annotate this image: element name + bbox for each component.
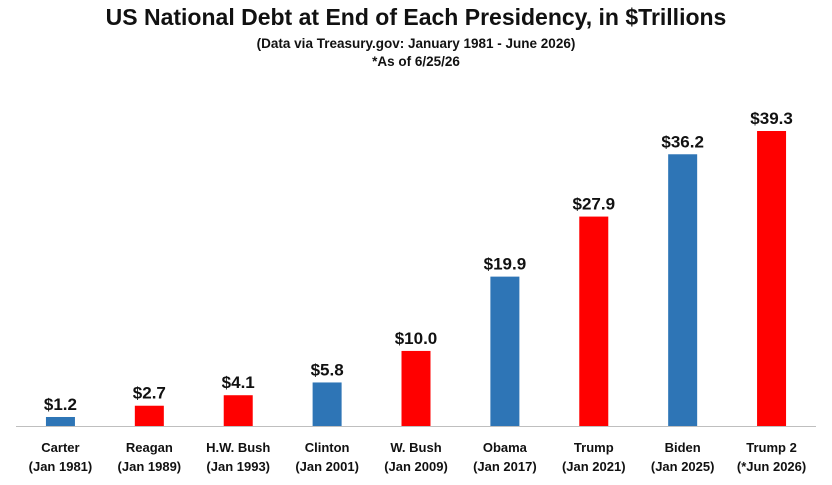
x-tick-date: (Jan 1993) bbox=[206, 459, 270, 474]
bar bbox=[757, 131, 787, 426]
bar bbox=[668, 154, 698, 426]
x-tick-date: (Jan 2009) bbox=[384, 459, 448, 474]
x-tick-label: Clinton bbox=[305, 440, 350, 455]
data-label: $4.1 bbox=[222, 373, 255, 392]
bar bbox=[223, 395, 253, 426]
x-tick-date: (Jan 2017) bbox=[473, 459, 537, 474]
x-tick-label: Obama bbox=[483, 440, 528, 455]
chart-subtitle: (Data via Treasury.gov: January 1981 - J… bbox=[256, 36, 576, 51]
chart-title: US National Debt at End of Each Presiden… bbox=[105, 4, 727, 30]
bar bbox=[45, 416, 75, 426]
x-tick-date: (*Jun 2026) bbox=[737, 459, 806, 474]
bar bbox=[134, 405, 164, 426]
bar bbox=[312, 382, 342, 426]
data-label: $1.2 bbox=[44, 395, 77, 414]
bar bbox=[401, 350, 431, 426]
data-label: $39.3 bbox=[750, 109, 793, 128]
data-label: $10.0 bbox=[395, 329, 438, 348]
x-tick-date: (Jan 1989) bbox=[118, 459, 182, 474]
x-tick-label: Biden bbox=[665, 440, 701, 455]
x-tick-label: Trump bbox=[574, 440, 614, 455]
x-tick-label: Carter bbox=[41, 440, 79, 455]
x-tick-label: Reagan bbox=[126, 440, 173, 455]
chart-note: *As of 6/25/26 bbox=[372, 54, 460, 69]
x-tick-label: W. Bush bbox=[390, 440, 441, 455]
data-label: $36.2 bbox=[661, 132, 704, 151]
data-label: $2.7 bbox=[133, 384, 166, 403]
x-tick-date: (Jan 2025) bbox=[651, 459, 715, 474]
x-tick-date: (Jan 2021) bbox=[562, 459, 626, 474]
x-tick-date: (Jan 1981) bbox=[29, 459, 93, 474]
bar bbox=[579, 216, 609, 426]
x-tick-label: Trump 2 bbox=[746, 440, 797, 455]
data-label: $27.9 bbox=[573, 195, 616, 214]
bar bbox=[490, 276, 520, 426]
x-tick-label: H.W. Bush bbox=[206, 440, 270, 455]
data-label: $5.8 bbox=[311, 360, 344, 379]
data-label: $19.9 bbox=[484, 255, 527, 274]
x-tick-date: (Jan 2001) bbox=[295, 459, 359, 474]
